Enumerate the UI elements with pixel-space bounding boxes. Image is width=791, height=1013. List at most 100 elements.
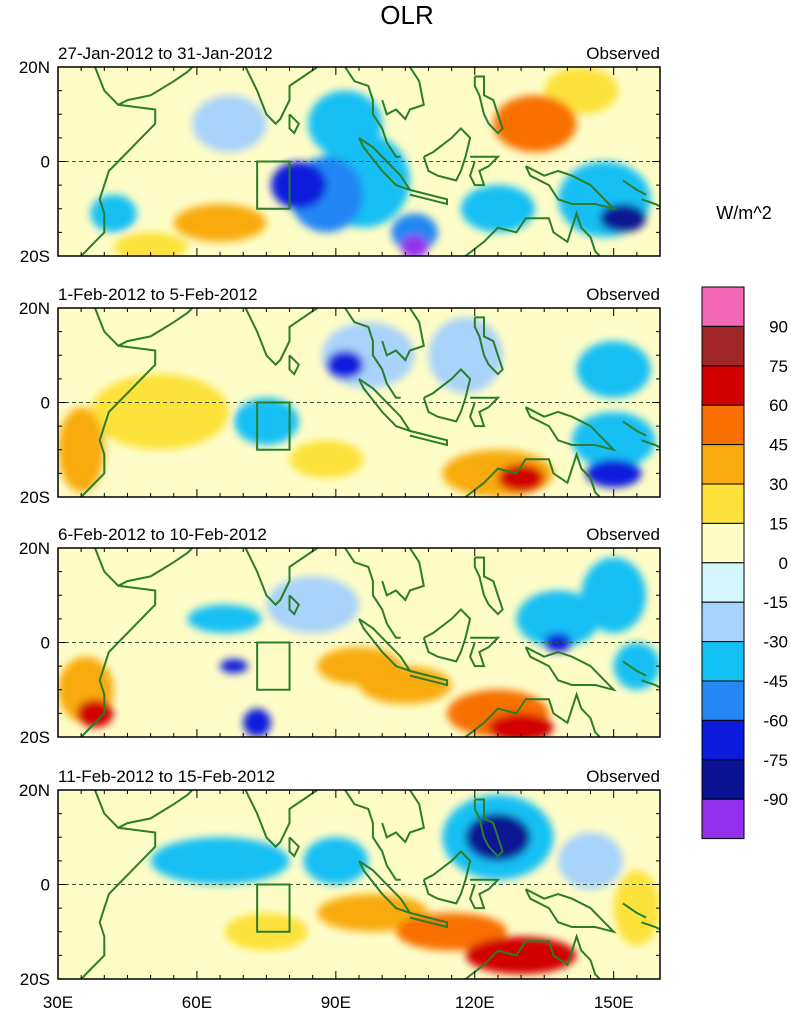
panel-4: 20N 0 20S 11-Feb-2012 to 15-Feb-2012 Observe… <box>19 767 661 989</box>
colorbar-label: 30 <box>769 475 788 494</box>
y-tick-label: 20S <box>20 728 50 747</box>
anomaly-cell <box>289 440 364 479</box>
chart-title: OLR <box>380 0 433 30</box>
anomaly-cell <box>90 374 230 450</box>
coastline <box>469 878 501 910</box>
anomaly-cell <box>326 350 364 379</box>
anomaly-cell <box>173 204 267 242</box>
anomaly-field <box>58 790 660 979</box>
coastline <box>524 406 617 452</box>
colorbar-swatch <box>701 719 745 761</box>
colorbar-label: 75 <box>769 357 788 376</box>
coastline <box>409 669 448 687</box>
coastline <box>358 378 413 433</box>
colorbar-label: 15 <box>769 514 788 533</box>
coastline <box>117 548 194 587</box>
anomaly-cell <box>317 647 401 686</box>
colorbar: 90 75 60 45 30 15 0 -15 -30 -45 -60 -75 -90 <box>701 286 788 840</box>
coastline <box>473 556 504 616</box>
coastline <box>422 849 472 905</box>
colorbar-swatch <box>701 798 745 840</box>
anomaly-cell <box>220 659 248 674</box>
coastline <box>344 548 401 639</box>
anomaly-cell <box>428 317 503 394</box>
y-tick-label: 0 <box>41 634 50 653</box>
colorbar-swatch <box>701 325 745 367</box>
anomaly-cell <box>493 95 577 153</box>
colorbar-label: -90 <box>763 790 788 809</box>
coastline <box>381 308 425 362</box>
panel-source: Observed <box>586 767 660 786</box>
coastline <box>288 836 301 858</box>
coastline <box>117 67 194 106</box>
coastline <box>469 155 501 187</box>
index-box <box>256 883 291 933</box>
colorbar-swatch <box>701 601 745 643</box>
coastline <box>469 636 501 668</box>
coastline <box>469 396 501 428</box>
anomaly-cell <box>192 95 267 153</box>
coastlines <box>80 548 660 737</box>
coastline <box>641 679 660 689</box>
anomaly-cell <box>113 232 188 256</box>
y-tick-label: 20S <box>20 247 50 266</box>
coastline <box>409 429 448 447</box>
coastline <box>358 618 413 673</box>
panel-source: Observed <box>586 44 660 63</box>
colorbar-label: -45 <box>763 672 788 691</box>
x-tick-label: 120E <box>455 993 495 1012</box>
ticks <box>57 307 661 498</box>
coastline <box>117 790 194 829</box>
anomaly-cell <box>558 832 623 890</box>
anomaly-cell <box>488 713 554 737</box>
anomaly-cell <box>150 837 290 885</box>
coastline <box>80 790 157 979</box>
coastline <box>422 367 472 423</box>
panel-period: 6-Feb-2012 to 10-Feb-2012 <box>58 525 267 544</box>
anomaly-cell <box>599 204 647 233</box>
y-tick-label: 20N <box>19 539 50 558</box>
panel-3: 20N 0 20S 6-Feb-2012 to 10-Feb-2012 Observed <box>19 525 661 747</box>
colorbar-units: W/m^2 <box>716 203 771 223</box>
coastline <box>463 210 602 256</box>
coastline <box>80 308 157 497</box>
coastline <box>381 790 425 844</box>
x-tick-label: 150E <box>594 993 634 1012</box>
index-box <box>256 641 291 691</box>
anomaly-cell <box>585 459 642 488</box>
coastline <box>381 548 425 602</box>
panel-2: 20N 0 20S 1-Feb-2012 to 5-Feb-2012 Observed <box>19 285 661 507</box>
ticks <box>57 789 661 980</box>
panel-period: 11-Feb-2012 to 15-Feb-2012 <box>58 767 275 786</box>
index-box <box>256 401 291 451</box>
coastline <box>641 439 660 449</box>
coastline <box>288 594 301 616</box>
x-tick-label: 60E <box>182 993 212 1012</box>
coastline <box>381 67 425 121</box>
colorbar-label: 90 <box>769 317 788 336</box>
anomaly-cell <box>90 194 137 233</box>
anomaly-cell <box>266 576 360 634</box>
coastline <box>463 933 602 979</box>
colorbar-label: -75 <box>763 751 788 770</box>
anomaly-cell <box>400 234 429 256</box>
panels: 20N 0 20S 27-Jan-2012 to 31-Jan-2012 Observe… <box>19 44 661 989</box>
panel-period: 27-Jan-2012 to 31-Jan-2012 <box>58 44 273 63</box>
coastline <box>422 126 472 182</box>
coastline <box>344 67 401 158</box>
anomaly-cell <box>576 341 651 398</box>
colorbar-swatch <box>701 483 745 524</box>
y-tick-label: 20N <box>19 781 50 800</box>
coastline <box>622 179 647 196</box>
colorbar-label: -30 <box>763 633 788 652</box>
y-tick-label: 20S <box>20 970 50 989</box>
coastline <box>117 308 194 347</box>
coastline <box>622 420 647 437</box>
coastline <box>358 860 413 915</box>
coastlines <box>80 790 660 979</box>
coastline <box>641 921 660 931</box>
coastline <box>422 607 472 663</box>
coastlines <box>80 308 660 497</box>
anomaly-field <box>58 67 660 256</box>
coastline <box>288 354 301 376</box>
